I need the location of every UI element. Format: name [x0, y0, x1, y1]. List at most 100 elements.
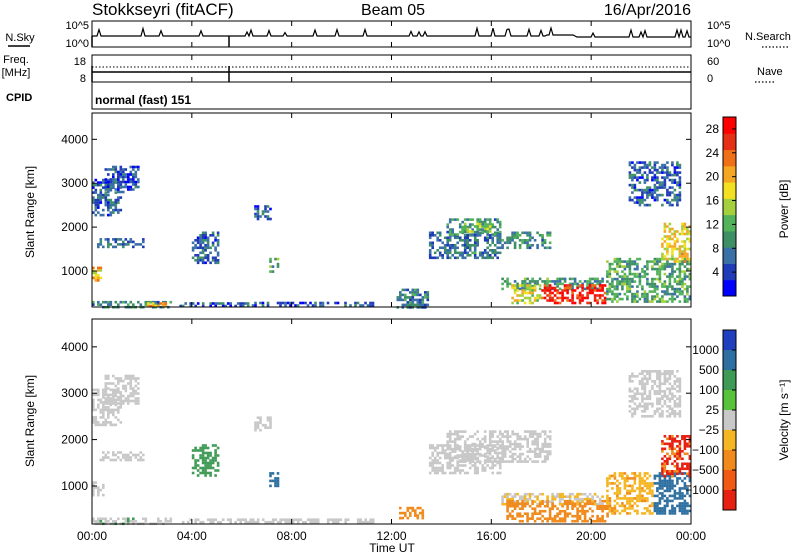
- velocity-cell-r16: [643, 407, 647, 411]
- velocity-cell-r17: [676, 445, 679, 448]
- power-cell-r21: [416, 293, 420, 297]
- velocity-cell-r0: [94, 423, 98, 427]
- power-cell-r3: [142, 240, 145, 244]
- velocity-cell-r13: [533, 512, 537, 515]
- power-cell-r11: [438, 254, 442, 257]
- velocity-cell-r13: [563, 519, 567, 523]
- power-cell-r18: [683, 270, 687, 273]
- power-cell-r17: [588, 289, 592, 292]
- power-cell-r19: [656, 186, 659, 189]
- power-cell-r15: [588, 280, 592, 283]
- power-cell-r10: [274, 257, 277, 261]
- velocity-cell-r14: [648, 504, 652, 508]
- velocity-cell-r11: [478, 452, 482, 456]
- velocity-cell-r15: [661, 487, 664, 490]
- power-cell-r12: [478, 220, 482, 224]
- power-cell-r19: [666, 176, 669, 179]
- power-cell-r0: [94, 208, 98, 212]
- velocity-cell-r4: [132, 517, 135, 521]
- power-cell-r21: [406, 303, 410, 307]
- velocity-cell-r10: [458, 464, 462, 467]
- power-cell-r4: [149, 300, 153, 304]
- power-cell-r15: [546, 277, 549, 281]
- velocity-cell-r16: [651, 405, 654, 408]
- power-cell-r11: [438, 246, 442, 250]
- power-cell-r19: [671, 203, 674, 207]
- power-cell-r8: [211, 259, 215, 262]
- velocity-cell-r16: [666, 377, 669, 381]
- power-cell-r0: [99, 198, 103, 202]
- power-cell-r11: [438, 234, 442, 237]
- velocity-cell-r15: [661, 484, 664, 488]
- velocity-cell-r3: [99, 458, 103, 462]
- power-cell-r13: [463, 222, 467, 226]
- power-cell-r16: [531, 294, 534, 297]
- velocity-cell-r16: [673, 400, 677, 403]
- velocity-cell-r10: [466, 459, 469, 462]
- power-cell-r3: [122, 240, 125, 244]
- power-cell-r18: [663, 267, 667, 271]
- power-cell-r1: [129, 180, 133, 184]
- velocity-cell-r12: [576, 497, 579, 501]
- power-cell-r8: [211, 234, 215, 237]
- power-cell-r14: [518, 244, 522, 247]
- velocity-cell-r13: [553, 519, 557, 523]
- power-cell-r15: [583, 280, 587, 283]
- velocity-cell-r6: [201, 469, 205, 472]
- power-cell-r8: [201, 239, 205, 242]
- velocity-cell-r15: [681, 509, 684, 513]
- velocity-cell-r14: [646, 509, 649, 513]
- power-cell-r2: [94, 274, 98, 277]
- velocity-cell-r10: [473, 471, 477, 475]
- power-cell-r8: [196, 254, 200, 257]
- velocity-cell-r1: [127, 394, 130, 398]
- power-cell-r18: [678, 290, 682, 293]
- power-cell-r19: [643, 178, 647, 182]
- velocity-cell-r6: [199, 446, 202, 450]
- velocity-cell-r1: [109, 382, 113, 385]
- power-cell-r20: [681, 257, 684, 261]
- velocity-cell-r12: [561, 495, 564, 498]
- velocity-cell-r15: [681, 497, 684, 500]
- power-cell-r20: [686, 237, 689, 241]
- power-cell-r13: [483, 227, 487, 231]
- velocity-cell-r1: [117, 379, 120, 383]
- velocity-cell-r11: [526, 445, 529, 448]
- velocity-cell-r1: [119, 399, 123, 403]
- velocity-cell-r2: [92, 491, 95, 494]
- velocity-cell-r14: [628, 504, 632, 508]
- velocity-cell-r16: [653, 380, 657, 383]
- power-cell-r11: [473, 246, 477, 250]
- velocity-cell-r15: [661, 479, 664, 483]
- velocity-cell-r16: [671, 387, 674, 391]
- power-cell-r18: [616, 300, 619, 303]
- velocity-cell-r12: [578, 497, 582, 501]
- velocity-cell-r10: [446, 456, 449, 460]
- velocity-cell-r10: [436, 446, 439, 450]
- velocity-cell-r5: [244, 518, 247, 521]
- power-cell-r14: [528, 234, 532, 237]
- velocity-cell-r14: [643, 489, 647, 493]
- velocity-cell-r12: [513, 495, 517, 498]
- power-cell-r15: [556, 285, 559, 288]
- velocity-cell-r15: [688, 477, 692, 480]
- velocity-cell-r11: [518, 460, 522, 463]
- velocity-cell-r11: [533, 455, 537, 458]
- velocity-cell-r12: [593, 502, 597, 506]
- power-cell-r1: [129, 173, 133, 176]
- velocity-cell-r15: [668, 499, 672, 503]
- velocity-cell-r11: [448, 430, 452, 433]
- power-cell-r0: [97, 201, 100, 204]
- power-cell-r18: [678, 277, 682, 281]
- velocity-cell-r11: [453, 442, 457, 446]
- velocity-cell-r0: [92, 421, 95, 424]
- velocity-cell-r16: [661, 372, 664, 376]
- velocity-colorbar-band: [723, 350, 736, 371]
- velocity-cell-r4: [97, 520, 100, 523]
- power-cell-r18: [653, 287, 657, 291]
- power-cell-r15: [571, 277, 574, 281]
- velocity-cell-r12: [503, 492, 507, 496]
- velocity-cell-r11: [468, 457, 472, 461]
- velocity-cell-r1: [129, 382, 133, 385]
- velocity-cell-r11: [483, 435, 487, 438]
